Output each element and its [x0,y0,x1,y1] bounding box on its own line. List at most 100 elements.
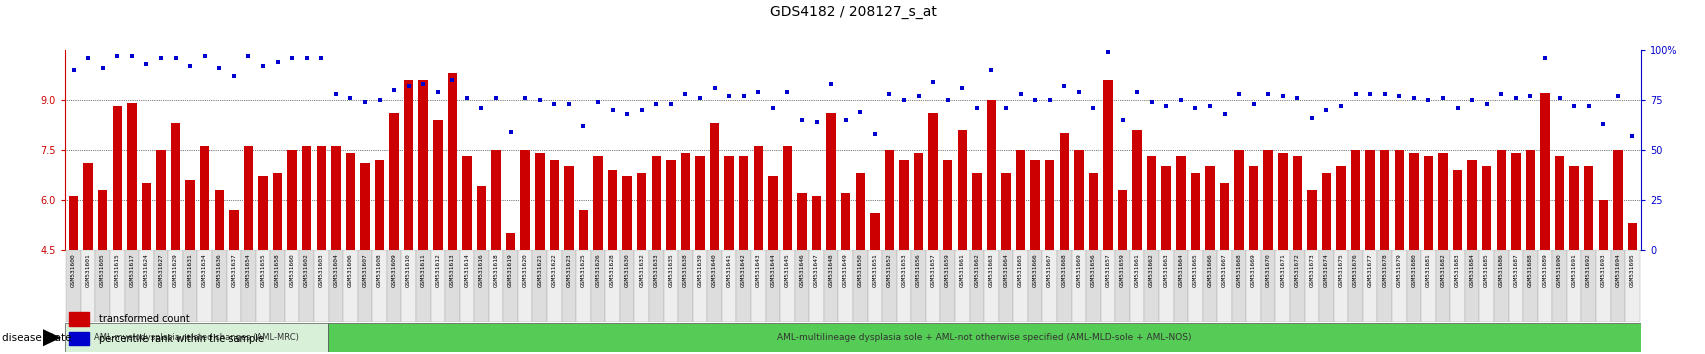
Text: percentile rank within the sample: percentile rank within the sample [99,333,264,344]
Bar [957,130,967,250]
Point [585,99,612,104]
Point [293,55,321,61]
Bar [389,113,399,250]
Bar [1042,250,1057,322]
Bar [535,153,544,250]
Bar [1495,150,1506,250]
Bar [66,250,80,322]
Point [409,81,436,86]
Point [162,55,189,61]
Bar [1598,200,1608,250]
Point [1618,133,1645,138]
Point [1471,101,1499,107]
Text: GSM531621: GSM531621 [537,253,542,287]
Bar [1231,250,1246,322]
Bar [476,186,486,250]
Bar [343,250,358,322]
Bar [939,250,955,322]
Bar [447,73,457,250]
Bar [387,250,401,322]
Bar [926,250,939,322]
Point [75,55,102,61]
Bar [984,250,997,322]
Bar [1030,160,1040,250]
Bar [868,250,881,322]
Bar [1552,250,1565,322]
Bar [157,150,165,250]
Bar [1187,250,1202,322]
Bar [227,250,240,322]
Text: GSM531659: GSM531659 [1120,253,1124,287]
Bar [1625,250,1639,322]
Text: GSM531667: GSM531667 [1047,253,1052,287]
Text: GSM531686: GSM531686 [1499,253,1502,287]
Point [1603,93,1630,98]
Point [672,91,699,96]
Bar [1482,166,1490,250]
Bar [198,250,211,322]
Point [176,63,203,68]
Bar [269,250,285,322]
Text: GSM531629: GSM531629 [172,253,177,287]
Bar [459,250,474,322]
Bar [824,250,837,322]
Text: GSM531661: GSM531661 [960,253,965,287]
Point [264,59,292,64]
Bar [97,190,107,250]
Bar [1627,223,1637,250]
Bar [1202,250,1216,322]
Text: GSM531669: GSM531669 [1076,253,1081,287]
Point [569,123,597,129]
Bar [1277,153,1287,250]
Point [1064,89,1091,95]
Bar [737,250,750,322]
Bar [590,250,605,322]
Text: GSM531664: GSM531664 [1003,253,1008,287]
Text: GSM531673: GSM531673 [1309,253,1313,287]
Text: GSM531642: GSM531642 [740,253,745,287]
Text: GSM531670: GSM531670 [1265,253,1270,287]
Point [948,85,975,90]
Text: GSM531667: GSM531667 [1221,253,1226,287]
Text: GSM531651: GSM531651 [871,253,876,287]
Bar [1275,250,1289,322]
Bar [1449,250,1465,322]
Bar [1379,150,1388,250]
Bar [331,146,341,250]
Bar [1173,250,1187,322]
Point [788,117,815,122]
Text: GSM531643: GSM531643 [755,253,760,287]
Text: GSM531648: GSM531648 [829,253,834,287]
Point [1298,115,1325,120]
Bar [750,250,766,322]
Bar [1376,250,1391,322]
Bar [754,146,762,250]
Bar [679,250,692,322]
Text: GSM531659: GSM531659 [945,253,950,287]
Bar [738,156,748,250]
Text: GSM531654: GSM531654 [246,253,251,287]
Bar [837,250,852,322]
Bar [1494,250,1507,322]
Bar [841,193,851,250]
Text: GSM531669: GSM531669 [1250,253,1255,287]
Bar [1115,250,1129,322]
Text: GSM531650: GSM531650 [858,253,863,287]
Bar [142,183,152,250]
Bar [215,190,223,250]
Bar [783,146,791,250]
Bar [532,250,547,322]
Bar [314,250,329,322]
Text: GSM531656: GSM531656 [1089,253,1095,287]
Point [1269,93,1296,98]
Bar [634,250,648,322]
Bar [1565,250,1581,322]
Text: GDS4182 / 208127_s_at: GDS4182 / 208127_s_at [769,5,936,19]
Point [278,55,305,61]
Point [1487,91,1514,96]
Bar [997,250,1013,322]
Bar [576,250,590,322]
Text: GSM531606: GSM531606 [348,253,353,287]
Bar [520,150,530,250]
Text: GSM531644: GSM531644 [771,253,774,287]
